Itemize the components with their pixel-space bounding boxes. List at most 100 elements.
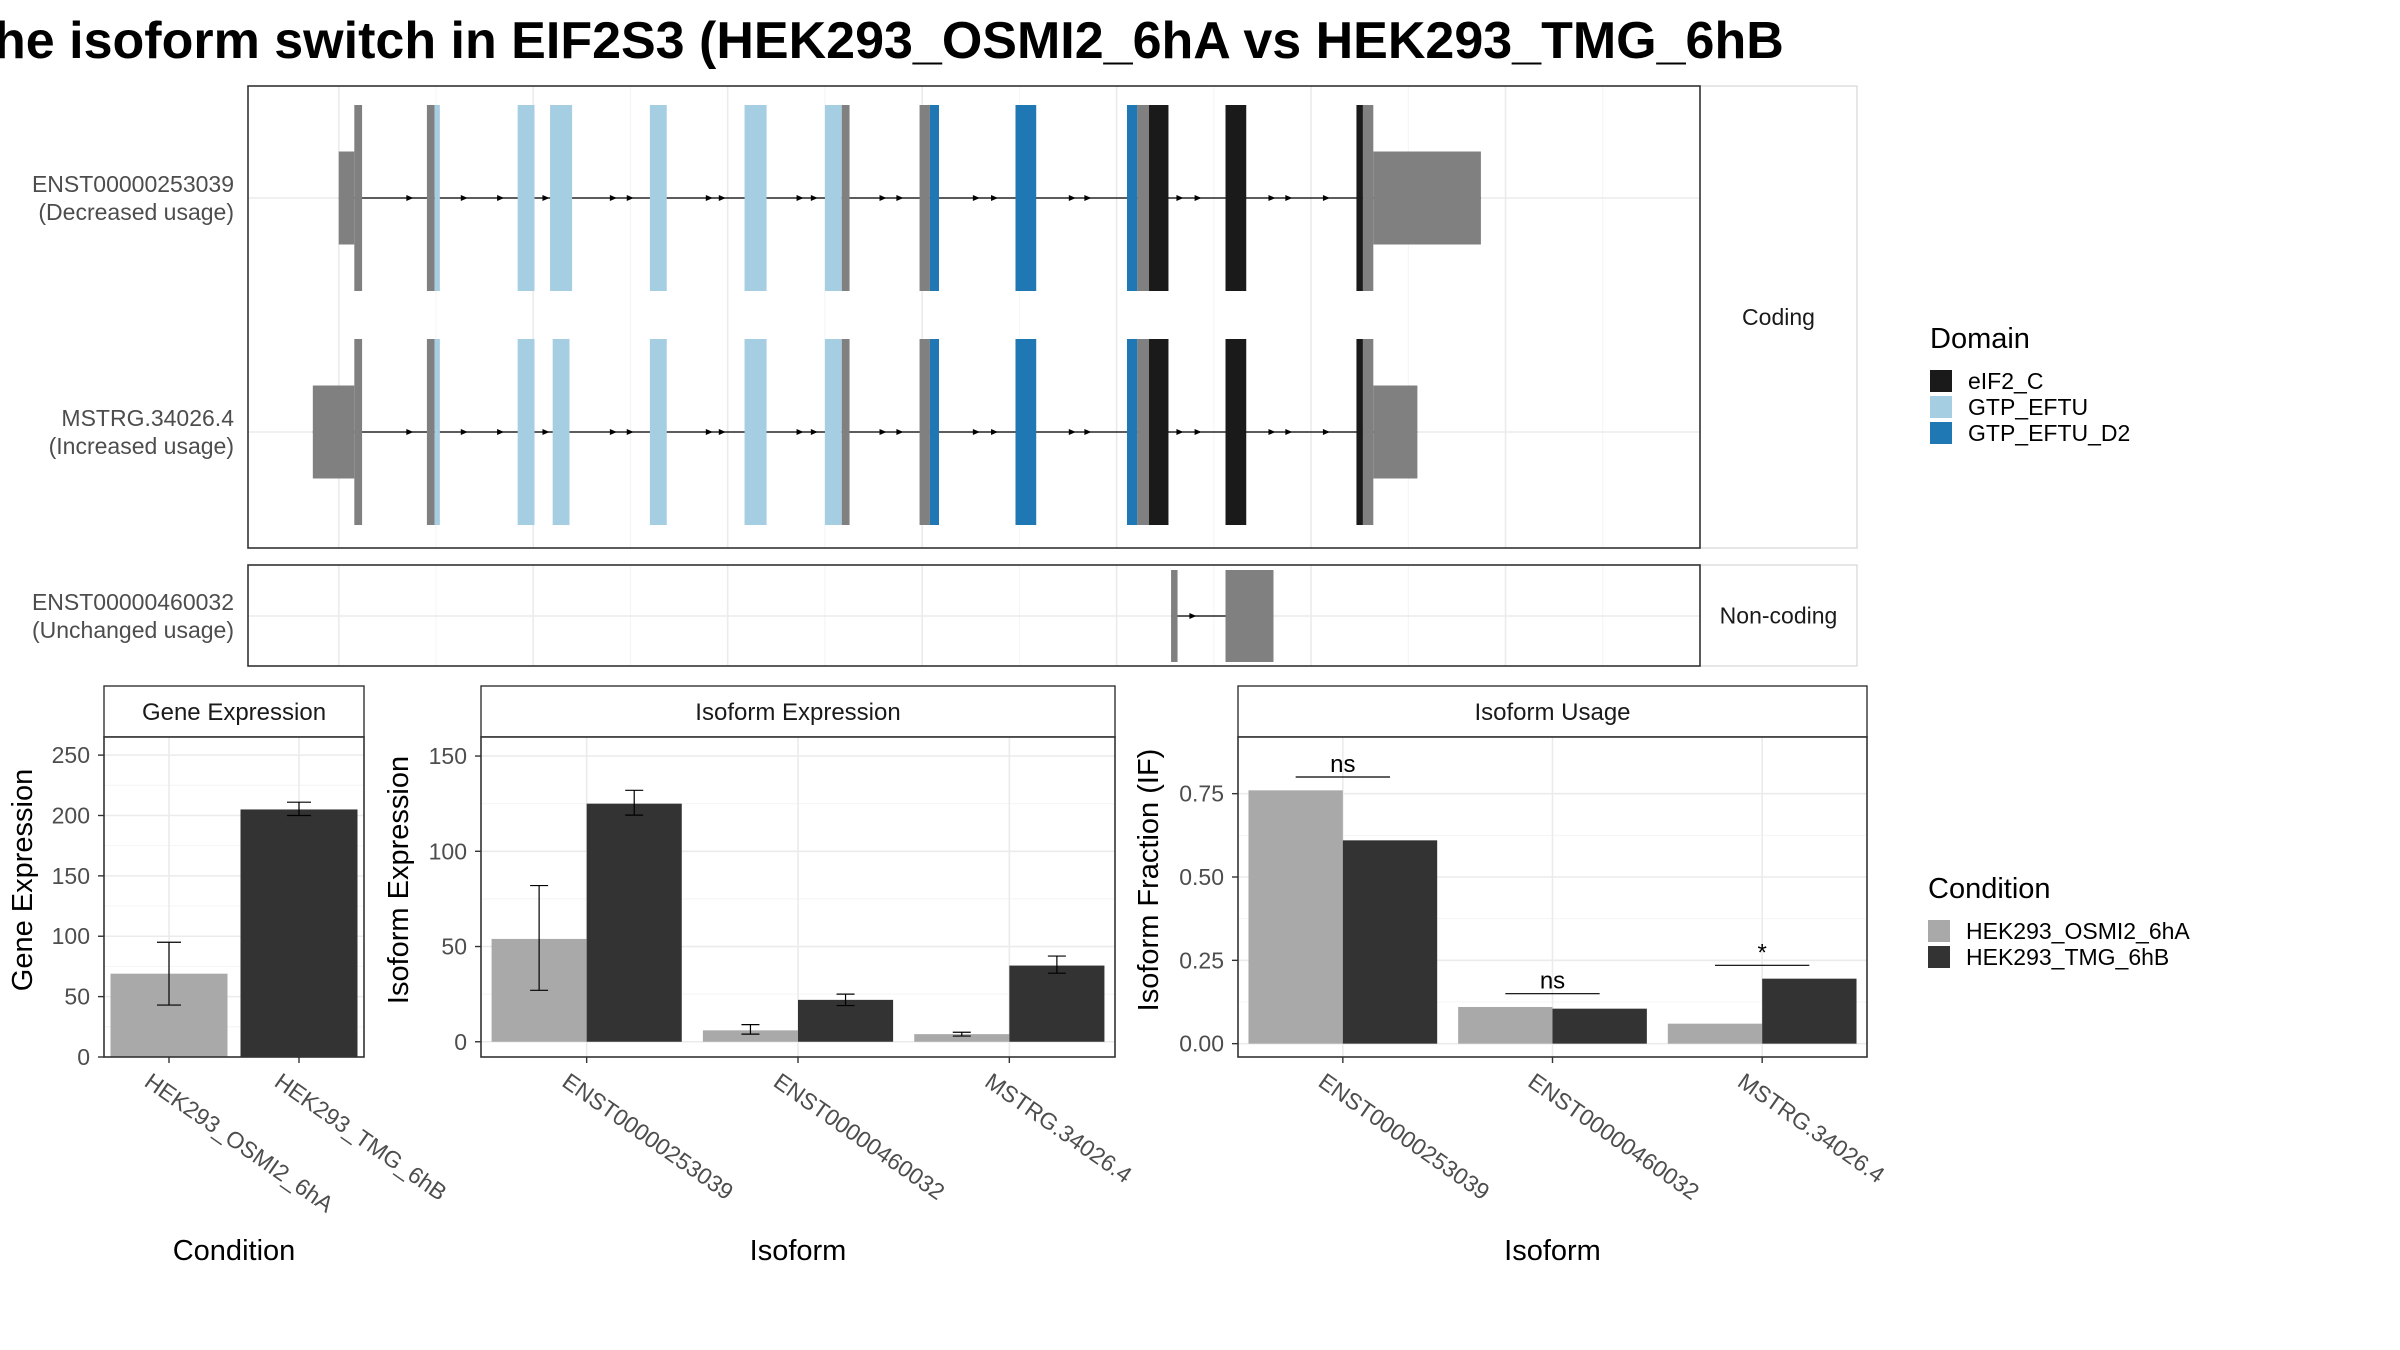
exon-GTP_EFTU: [649, 105, 667, 291]
intron-arrow: [626, 429, 634, 435]
bar: [914, 1034, 1010, 1042]
y-tick-label: 0.75: [1179, 781, 1224, 807]
legend-label: HEK293_OSMI2_6hA: [1966, 918, 2190, 944]
exon-utr: [1137, 339, 1150, 525]
y-tick-label: 250: [52, 742, 90, 768]
intron-arrow: [991, 195, 999, 201]
exon-GTP_EFTU: [649, 339, 667, 525]
facet-strip-label: Coding: [1742, 304, 1815, 330]
y-tick-label: 0.00: [1179, 1031, 1224, 1057]
y-axis-label: Isoform Expression: [383, 756, 415, 1004]
bar: [240, 809, 358, 1057]
intron-arrow: [972, 195, 980, 201]
legend-key: [1928, 920, 1950, 942]
facet-strip-label: Isoform Expression: [695, 699, 900, 726]
y-tick-label: 100: [52, 923, 90, 949]
intron-arrow: [1068, 429, 1076, 435]
exon-utr: [426, 105, 435, 291]
exon-eIF2_C: [1149, 339, 1169, 525]
exon-utr: [919, 105, 930, 291]
panel-border: [247, 85, 1701, 549]
exon-GTP_EFTU: [824, 339, 842, 525]
y-tick-label: 0.50: [1179, 864, 1224, 890]
intron-arrow: [1268, 195, 1276, 201]
intron-arrow: [879, 429, 887, 435]
exon-utr: [841, 339, 850, 525]
exon-utr: [1137, 105, 1150, 291]
exon-GTP_EFTU_D2: [1015, 105, 1037, 291]
transcript-usage-label: (Increased usage): [49, 433, 234, 459]
transcript-label: ENST00000460032: [32, 589, 234, 615]
x-axis-label: Isoform: [750, 1235, 847, 1267]
exon-utr: [1373, 385, 1418, 479]
y-tick-label: 0: [77, 1044, 90, 1070]
intron-arrow: [460, 195, 468, 201]
bar: [798, 999, 894, 1042]
exon-eIF2_C: [1356, 105, 1363, 291]
exon-GTP_EFTU_D2: [1126, 105, 1138, 291]
facet-strip: [1237, 685, 1868, 738]
exon-GTP_EFTU: [824, 105, 842, 291]
y-tick-label: 150: [52, 863, 90, 889]
legend-key: [1930, 422, 1952, 444]
y-tick-label: 0.25: [1179, 947, 1224, 973]
exon-utr: [354, 105, 363, 291]
intron-arrow: [1084, 195, 1092, 201]
transcript-label: MSTRG.34026.4: [61, 405, 234, 431]
exon-utr: [426, 339, 435, 525]
intron-arrow: [991, 429, 999, 435]
exon-eIF2_C: [1225, 339, 1247, 525]
intron-arrow: [1322, 429, 1330, 435]
intron-arrow: [460, 429, 468, 435]
intron-arrow: [1189, 613, 1197, 619]
bar: [586, 803, 682, 1042]
x-axis-label: Isoform: [1504, 1235, 1601, 1267]
intron-arrow: [1176, 429, 1184, 435]
y-axis-label: Gene Expression: [7, 769, 39, 991]
exon-GTP_EFTU: [517, 339, 535, 525]
bar: [1248, 790, 1343, 1044]
transcript-ENST00000460032: ENST00000460032(Unchanged usage): [32, 570, 1274, 662]
intron-arrow: [542, 429, 550, 435]
intron-arrow: [1285, 195, 1293, 201]
structure-facet-noncoding: Non-coding ENST00000460032(Unchanged usag…: [32, 564, 1858, 667]
legend-label: eIF2_C: [1968, 368, 2043, 394]
intron-arrow: [1068, 195, 1076, 201]
bar: [1458, 1007, 1553, 1044]
exon-GTP_EFTU_D2: [1126, 339, 1138, 525]
exon-eIF2_C: [1225, 105, 1247, 291]
exon-utr: [1171, 570, 1178, 662]
transcript-usage-label: (Decreased usage): [38, 199, 234, 225]
intron-arrow: [1176, 195, 1184, 201]
legend-title: Domain: [1930, 323, 2030, 355]
exon-GTP_EFTU_D2: [1015, 339, 1037, 525]
intron-arrow: [1268, 429, 1276, 435]
exon-utr: [841, 105, 850, 291]
y-tick-label: 150: [429, 743, 467, 769]
x-tick-label: ENST00000253039: [1314, 1068, 1494, 1205]
exon-GTP_EFTU: [550, 105, 573, 291]
legend-key: [1930, 370, 1952, 392]
y-tick-label: 50: [64, 984, 90, 1010]
facet-strip-label: Non-coding: [1720, 603, 1838, 629]
intron-arrow: [609, 195, 617, 201]
facet-strip-label: Gene Expression: [142, 699, 326, 726]
exon-utr: [1362, 339, 1374, 525]
exon-GTP_EFTU_D2: [929, 105, 939, 291]
exon-utr: [312, 385, 355, 479]
legend-label: GTP_EFTU_D2: [1968, 420, 2130, 446]
facet-strip-label: Isoform Usage: [1474, 699, 1630, 726]
y-tick-label: 100: [429, 838, 467, 864]
exon-utr: [919, 339, 930, 525]
intron-arrow: [1194, 195, 1202, 201]
intron-arrow: [406, 429, 414, 435]
transcript-ENST00000253039: ENST00000253039(Decreased usage): [32, 105, 1481, 291]
intron-arrow: [626, 195, 634, 201]
y-tick-label: 50: [441, 934, 467, 960]
exon-eIF2_C: [1356, 339, 1363, 525]
exon-GTP_EFTU: [744, 339, 767, 525]
bar: [702, 1030, 798, 1042]
